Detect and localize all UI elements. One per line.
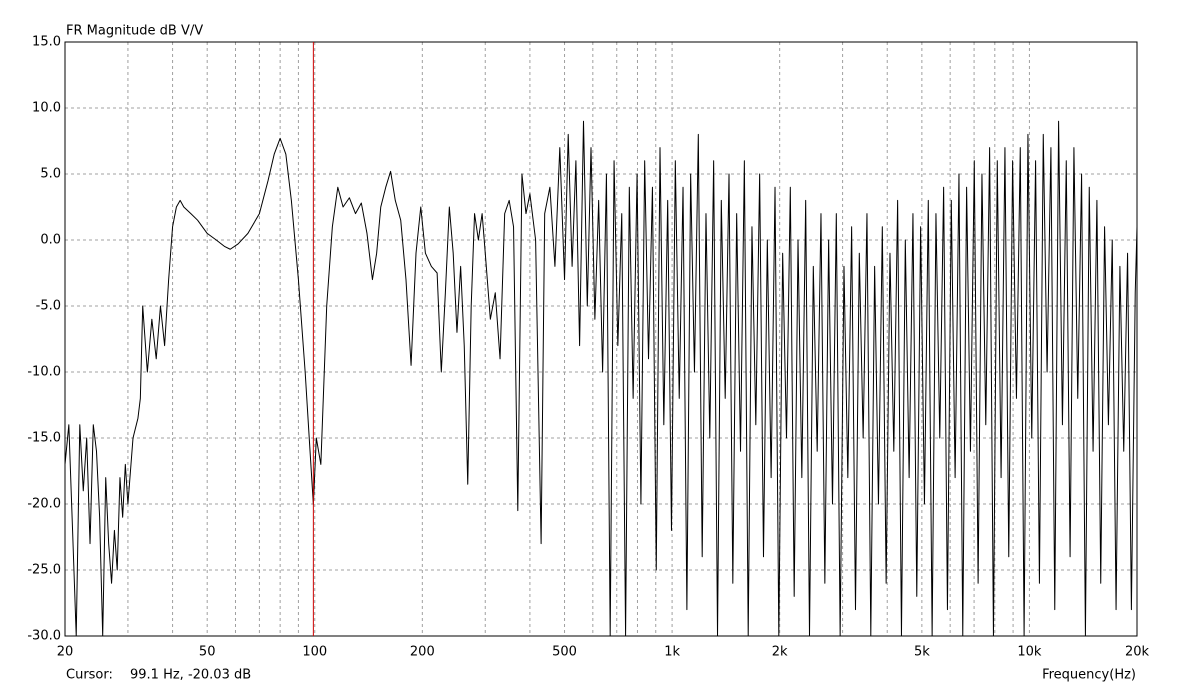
x-tick-label: 20k	[1125, 645, 1150, 660]
x-tick-label: 1k	[664, 645, 680, 660]
y-tick-label: -5.0	[36, 299, 61, 314]
y-tick-label: 5.0	[40, 167, 61, 182]
x-tick-label: 10k	[1017, 645, 1042, 660]
y-tick-label: -20.0	[27, 497, 61, 512]
x-tick-label: 500	[552, 645, 577, 660]
y-tick-label: 10.0	[32, 101, 61, 116]
y-tick-label: -30.0	[27, 629, 61, 644]
chart-title: FR Magnitude dB V/V	[66, 24, 203, 39]
y-tick-label: 15.0	[32, 35, 61, 50]
plot-frame	[64, 41, 1138, 637]
y-tick-label: -25.0	[27, 563, 61, 578]
x-tick-label: 200	[410, 645, 435, 660]
y-tick-label: -10.0	[27, 365, 61, 380]
cursor-text: 99.1 Hz, -20.03 dB	[130, 668, 251, 683]
y-tick-label: 0.0	[40, 233, 61, 248]
cursor-label: Cursor:	[66, 668, 113, 683]
y-tick-label: -15.0	[27, 431, 61, 446]
response-line	[64, 120, 1138, 637]
x-tick-label: 50	[199, 645, 216, 660]
x-tick-label: 20	[57, 645, 74, 660]
x-tick-label: 2k	[772, 645, 788, 660]
x-axis-label: Frequency(Hz)	[1042, 668, 1136, 683]
x-tick-label: 5k	[914, 645, 930, 660]
x-tick-label: 100	[302, 645, 327, 660]
